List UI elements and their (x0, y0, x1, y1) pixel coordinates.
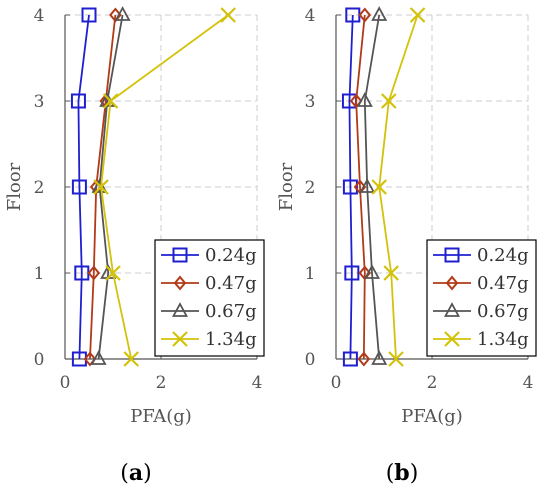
panel-label-open: ( (120, 461, 129, 486)
data-point (102, 93, 119, 109)
data-point (356, 92, 373, 107)
series-line (348, 14, 354, 360)
x-tick-label: 4 (252, 373, 263, 393)
legend-label: 0.47g (205, 273, 257, 294)
data-point (381, 93, 397, 109)
data-point (220, 7, 236, 23)
data-point (357, 351, 371, 367)
data-point (81, 7, 97, 23)
data-point (349, 93, 363, 109)
legend-marker (172, 247, 188, 263)
y-tick-label: 1 (34, 264, 45, 284)
data-point (342, 351, 358, 367)
y-axis-label: Floor (276, 162, 297, 211)
y-tick-label: 0 (34, 350, 45, 370)
chart-panel-b: 0 1 2 3 4 0 2 4 PFA(g) Floor (b) 0.24g 0.47g 0.67g 1.3… (276, 6, 537, 486)
data-point (70, 93, 86, 109)
legend-label: 1.34g (477, 329, 529, 350)
data-point (388, 351, 404, 367)
series-1.34g (93, 7, 236, 367)
data-point (371, 350, 388, 365)
series-0.24g (341, 7, 361, 367)
x-tick-label: 4 (523, 373, 534, 393)
legend-marker (172, 331, 188, 347)
y-axis-label: Floor (4, 162, 25, 211)
legend-marker (443, 302, 461, 317)
data-point (342, 179, 358, 195)
data-point (109, 7, 122, 23)
series-0.47g (349, 7, 372, 367)
data-point (371, 6, 388, 21)
legend-label: 0.24g (477, 245, 529, 266)
data-point (90, 350, 107, 365)
legend-label: 0.67g (205, 301, 257, 322)
panel-label-letter: a (129, 460, 143, 486)
data-point (359, 178, 376, 193)
series-line (363, 14, 381, 360)
x-tick-label: 2 (156, 373, 167, 393)
legend: 0.24g 0.47g 0.67g 1.34g (426, 239, 537, 357)
legend-marker (171, 302, 189, 317)
x-tick-label: 0 (331, 373, 342, 393)
data-point (363, 264, 381, 279)
data-point (371, 179, 387, 195)
chart-panel-a: 0 1 2 3 4 0 2 4 PFA(g) Floor (a) 0.24g 0.47g 0.67g 1.3… (4, 6, 265, 486)
y-tick-label: 4 (34, 6, 45, 26)
x-axis-label: PFA(g) (401, 406, 463, 427)
legend-marker (173, 275, 187, 291)
data-point (358, 7, 372, 23)
series-0.67g (356, 6, 388, 365)
panel-label-open: ( (386, 461, 395, 486)
legend-marker (444, 247, 460, 263)
panel-label: (a) (120, 460, 151, 486)
data-point (93, 179, 109, 195)
data-point (344, 265, 360, 281)
panel-label-close: ) (143, 461, 152, 486)
data-point (383, 265, 399, 281)
y-tick-label: 4 (305, 6, 316, 26)
data-point (105, 265, 121, 281)
legend-label: 0.47g (477, 273, 529, 294)
data-point (71, 179, 87, 195)
data-point (358, 265, 372, 281)
legend-marker (445, 275, 459, 291)
y-tick-label: 0 (305, 350, 316, 370)
y-tick-label: 3 (305, 92, 316, 112)
data-point (353, 179, 367, 195)
data-point (123, 351, 140, 367)
series-line (77, 14, 90, 360)
legend-label: 0.67g (477, 301, 529, 322)
panel-label: (b) (386, 460, 419, 486)
panel-label-letter: b (394, 460, 409, 486)
y-tick-label: 1 (305, 264, 316, 284)
data-point (87, 265, 101, 281)
panel-label-close: ) (410, 461, 419, 486)
y-tick-label: 2 (305, 178, 316, 198)
x-tick-label: 2 (427, 373, 438, 393)
legend: 0.24g 0.47g 0.67g 1.34g (154, 239, 265, 357)
legend-label: 0.24g (205, 245, 257, 266)
data-point (114, 6, 131, 21)
y-tick-label: 3 (34, 92, 45, 112)
data-point (409, 7, 426, 23)
legend-marker (444, 331, 460, 347)
x-tick-label: 0 (60, 373, 71, 393)
x-axis-label: PFA(g) (130, 406, 192, 427)
legend-label: 1.34g (205, 329, 257, 350)
y-tick-label: 2 (34, 178, 45, 198)
data-point (83, 351, 97, 367)
series-1.34g (371, 7, 426, 367)
series-line (355, 14, 366, 360)
